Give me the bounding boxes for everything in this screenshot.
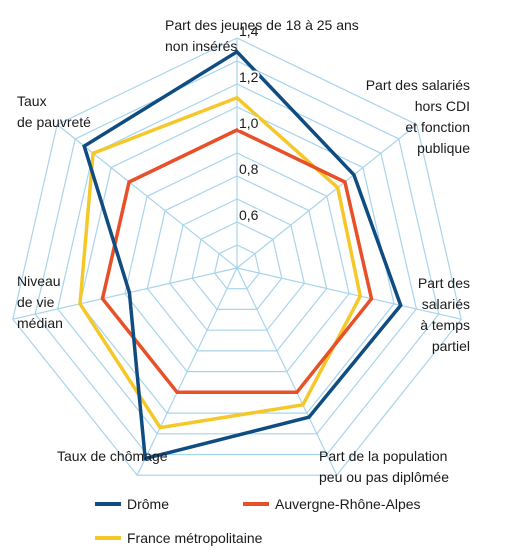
tick-label-halo: 1,2	[239, 69, 259, 85]
legend-swatch-drome	[95, 502, 121, 506]
series-line-france-metropolitaine	[78, 95, 363, 430]
legend-item-france-metropolitaine: France métropolitaine	[95, 530, 262, 546]
legend-swatch-france-metropolitaine	[95, 536, 121, 540]
tick-label: 1,4	[239, 23, 259, 39]
grid-ring	[124, 152, 350, 373]
radar-spoke	[56, 124, 238, 269]
grid-ring	[213, 244, 261, 290]
radar-spoke	[236, 124, 418, 269]
tick-label: 0,8	[239, 161, 259, 177]
axis-label: Part des salariés à temps partiel	[418, 275, 470, 354]
series-line-auvergne-rhone-alpes	[100, 128, 374, 395]
legend-label-auvergne-rhone-alpes: Auvergne-Rhône-Alpes	[275, 496, 421, 512]
legend-item-auvergne-rhone-alpes: Auvergne-Rhône-Alpes	[243, 496, 421, 512]
series-line-drome	[82, 49, 403, 461]
tick-label-halo: 1,4	[239, 23, 259, 39]
legend-swatch-auvergne-rhone-alpes	[243, 502, 269, 506]
grid-ring	[34, 60, 440, 456]
axis-label: Taux de chômage	[57, 448, 168, 464]
radar-spokes	[12, 38, 462, 476]
radar-spoke	[12, 267, 238, 320]
legend-label-drome: Drôme	[127, 496, 170, 512]
grid-ring	[12, 37, 462, 476]
legend-label-france-metropolitaine: France métropolitaine	[127, 530, 263, 546]
radar-spoke	[236, 267, 462, 320]
axis-label: Part de la population peu ou pas diplômée	[319, 448, 449, 485]
grid-ring	[146, 175, 328, 352]
radar-spoke	[136, 267, 238, 476]
grid-ring	[79, 106, 395, 414]
tick-label-halo: 0,6	[239, 207, 259, 223]
axis-label: Part des salariés hors CDI et fonction publ…	[366, 77, 470, 156]
legend: Drôme Auvergne-Rhône-Alpes France métrop…	[95, 496, 495, 552]
axis-labels: Part des jeunes de 18 à 25 ans non inséré…	[17, 17, 470, 485]
tick-label-halo: 0,8	[239, 161, 259, 177]
tick-label-halo: 1,0	[239, 115, 259, 131]
radial-tick-labels: 0,60,60,80,81,01,01,21,21,41,4	[237, 21, 261, 225]
axis-label: Taux de pauvreté	[17, 93, 91, 130]
axis-label: Niveau de vie médian	[17, 273, 63, 331]
tick-label: 1,0	[239, 115, 259, 131]
axis-label: Part des jeunes de 18 à 25 ans non inséré…	[165, 17, 359, 54]
radar-series	[78, 49, 403, 461]
legend-item-drome: Drôme	[95, 496, 169, 512]
tick-label: 1,2	[239, 69, 259, 85]
grid-ring	[191, 221, 283, 310]
tick-label: 0,6	[239, 207, 259, 223]
radar-spoke	[236, 267, 338, 476]
grid-ring	[169, 198, 305, 331]
